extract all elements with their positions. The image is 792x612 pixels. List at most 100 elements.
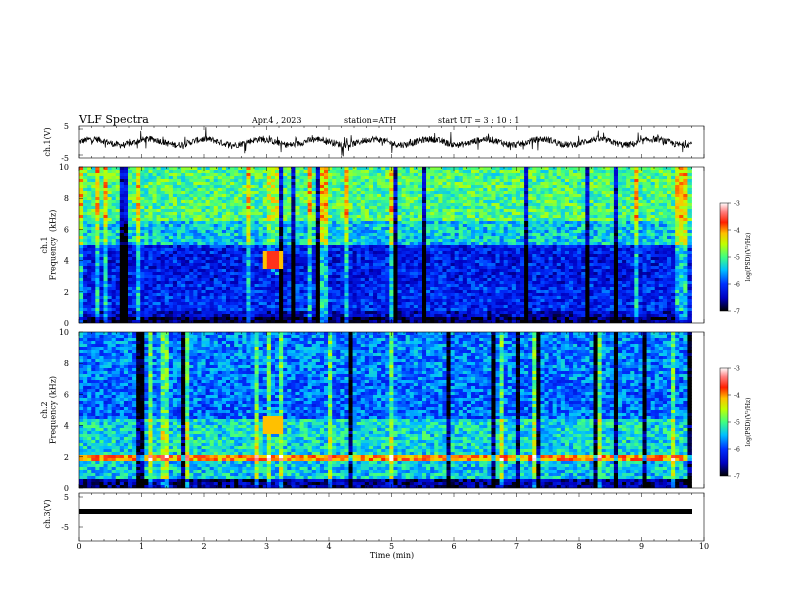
spectrogram-cell (385, 311, 390, 315)
spectrogram-cell (209, 176, 215, 180)
spectrogram-cell (168, 293, 174, 297)
spectrogram-cell (311, 170, 317, 174)
spectrogram-cell (136, 194, 141, 198)
spectrogram-cell (83, 191, 88, 195)
spectrogram-cell (177, 182, 182, 186)
spectrogram-cell (328, 245, 333, 249)
spectrogram-cell (185, 191, 190, 195)
spectrogram-cell (258, 275, 264, 279)
spectrogram-cell (405, 206, 411, 210)
spectrogram-cell (209, 263, 215, 267)
spectrogram-cell (168, 179, 174, 183)
spectrogram-cell (352, 296, 358, 300)
spectrogram-cell (111, 215, 117, 219)
spectrogram-cell (189, 194, 194, 198)
spectrogram-cell (344, 287, 349, 291)
spectrogram-cell (115, 251, 121, 255)
spectrogram-cell (319, 245, 325, 249)
spectrogram-cell (246, 281, 251, 285)
spectrogram-cell (168, 194, 174, 198)
spectrogram-cell (79, 293, 84, 297)
spectrogram-cell (336, 275, 341, 279)
spectrogram-cell (458, 275, 464, 279)
spectrogram-cell (140, 182, 145, 186)
spectrogram-cell (377, 173, 382, 177)
spectrogram-cell (430, 173, 435, 177)
spectrogram-cell (303, 269, 309, 273)
spectrogram-cell (266, 269, 272, 273)
spectrogram-cell (205, 254, 211, 258)
spectrogram-cell (405, 185, 411, 189)
spectrogram-cell (344, 269, 349, 273)
spectrogram-cell (250, 170, 255, 174)
spectrogram-cell (438, 239, 443, 243)
spectrogram-cell (315, 194, 321, 198)
spectrogram-cell (181, 233, 186, 237)
spectrogram-cell (332, 287, 337, 291)
spectrogram-cell (197, 173, 202, 177)
spectrogram-cell (303, 179, 309, 183)
spectrogram-cell (95, 215, 100, 219)
spectrogram-cell (140, 272, 145, 276)
spectrogram-cell (258, 296, 264, 300)
spectrogram-cell (107, 203, 113, 207)
spectrogram-cell (83, 224, 88, 228)
spectrogram-cell (226, 293, 231, 297)
spectrogram-cell (336, 248, 341, 252)
spectrogram-cell (450, 242, 456, 246)
spectrogram-cell (250, 308, 255, 312)
spectrogram-cell (377, 194, 382, 198)
spectrogram-cell (454, 272, 460, 276)
spectrogram-cell (332, 191, 337, 195)
spectrogram-cell (164, 200, 170, 204)
spectrogram-cell (417, 260, 423, 264)
spectrogram-cell (348, 221, 353, 225)
spectrogram-cell (295, 227, 300, 231)
spectrogram-cell (299, 185, 304, 189)
spectrogram-cell (368, 275, 374, 279)
spectrogram-cell (185, 245, 190, 249)
spectrogram-cell (144, 209, 149, 213)
spectrogram-cell (438, 179, 443, 183)
spectrogram-cell (197, 287, 202, 291)
spectrogram-cell (128, 239, 133, 243)
spectrogram-cell (234, 272, 239, 276)
spectrogram-cell (360, 221, 366, 225)
spectrogram-cell (283, 269, 288, 273)
spectrogram-cell (177, 314, 182, 318)
spectrogram-cell (140, 191, 145, 195)
spectrogram-cell (434, 197, 439, 201)
spectrogram-cell (303, 200, 309, 204)
spectrogram-cell (348, 272, 353, 276)
spectrogram-cell (434, 203, 439, 207)
spectrogram-cell (238, 215, 243, 219)
spectrogram-cell (377, 230, 382, 234)
spectrogram-cell (373, 236, 378, 240)
spectrogram-cell (205, 179, 211, 183)
spectrogram-cell (446, 236, 451, 240)
spectrogram-cell (83, 209, 88, 213)
spectrogram-cell (450, 275, 456, 279)
spectrogram-cell (201, 311, 206, 315)
spectrogram-cell (422, 269, 427, 273)
spectrogram-cell (385, 197, 390, 201)
spectrogram-cell (242, 182, 247, 186)
spectrogram-cell (189, 236, 194, 240)
spectrogram-cell (262, 302, 268, 306)
spectrogram-cell (283, 293, 288, 297)
spectrogram-cell (128, 167, 133, 171)
spectrogram-cell (348, 227, 353, 231)
spectrogram-cell (230, 236, 235, 240)
spectrogram-cell (299, 224, 304, 228)
spectrogram-cell (95, 245, 100, 249)
spectrogram-cell (193, 293, 198, 297)
spectrogram-cell (213, 176, 219, 180)
spectrogram-cell (140, 221, 145, 225)
spectrogram-cell (226, 188, 231, 192)
spectrogram-cell (409, 236, 415, 240)
spectrogram-cell (246, 305, 251, 309)
spectrogram-cell (258, 263, 264, 267)
spectrogram-cell (422, 215, 427, 219)
spectrogram-cell (307, 305, 313, 309)
spectrogram-cell (193, 305, 198, 309)
